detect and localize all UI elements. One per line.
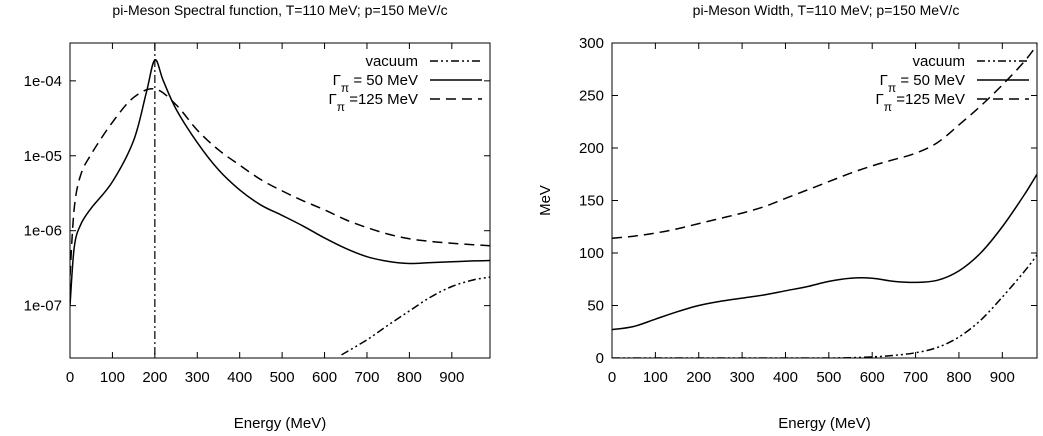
chart-panel-2: pi-Meson Width, T=110 MeV; p=150 MeV/c 0 1… bbox=[537, 2, 1038, 432]
x-tick-label: 400 bbox=[773, 369, 798, 386]
x-tick-label: 900 bbox=[439, 369, 464, 386]
plot-area bbox=[612, 44, 1037, 358]
x-tick-label: 200 bbox=[686, 369, 711, 386]
legend-symbol: Γ bbox=[875, 91, 883, 108]
y-axis-label: MeV bbox=[537, 185, 554, 216]
x-axis-label: Energy (MeV) bbox=[234, 415, 327, 432]
x-tick-label: 800 bbox=[397, 369, 422, 386]
y-tick-label: 1e-07 bbox=[24, 298, 62, 315]
y-tick-label: 1e-04 bbox=[24, 73, 62, 90]
x-tick-label: 100 bbox=[643, 369, 668, 386]
legend-symbol: Γ bbox=[880, 72, 888, 89]
series-line-solid bbox=[70, 59, 490, 306]
y-tick-label: 1e-05 bbox=[24, 148, 62, 165]
legend-text: = 50 MeV bbox=[349, 72, 418, 89]
legend-text: vacuum bbox=[365, 53, 418, 70]
y-tick-label: 50 bbox=[587, 298, 604, 315]
x-tick-label: 200 bbox=[142, 369, 167, 386]
y-tick-label: 0 bbox=[596, 350, 604, 367]
x-tick-label: 300 bbox=[730, 369, 755, 386]
legend-label: vacuum bbox=[365, 53, 418, 70]
legend-symbol: Γ bbox=[328, 91, 336, 108]
y-tick-label: 150 bbox=[579, 193, 604, 210]
y-tick-label: 100 bbox=[579, 245, 604, 262]
plot-frame bbox=[69, 42, 491, 359]
x-tick-label: 700 bbox=[903, 369, 928, 386]
x-tick-label: 500 bbox=[270, 369, 295, 386]
series-line-solid bbox=[612, 173, 1037, 331]
series-line-dashed bbox=[70, 87, 490, 276]
plot-frame bbox=[611, 42, 1038, 359]
series-line-dash-dot-dot bbox=[612, 254, 1037, 358]
legend-subscript: π bbox=[888, 81, 896, 95]
legend-text: = 50 MeV bbox=[896, 72, 965, 89]
legend-label: Γπ =125 MeV bbox=[328, 91, 418, 114]
legend-text: vacuum bbox=[912, 53, 965, 70]
legend-text: =125 MeV bbox=[345, 91, 418, 108]
x-tick-label: 700 bbox=[354, 369, 379, 386]
chart-panel-1: pi-Meson Spectral function, T=110 MeV; p… bbox=[24, 2, 491, 432]
legend-subscript: π bbox=[884, 100, 892, 114]
chart-title: pi-Meson Spectral function, T=110 MeV; p… bbox=[112, 2, 447, 18]
y-tick-label: 200 bbox=[579, 140, 604, 157]
legend-subscript: π bbox=[337, 100, 345, 114]
series-line-dashed bbox=[612, 44, 1037, 240]
x-tick-label: 100 bbox=[100, 369, 125, 386]
x-tick-label: 300 bbox=[185, 369, 210, 386]
legend-subscript: π bbox=[341, 81, 349, 95]
x-tick-label: 0 bbox=[608, 369, 616, 386]
x-tick-label: 900 bbox=[990, 369, 1015, 386]
x-tick-label: 500 bbox=[816, 369, 841, 386]
x-axis-label: Energy (MeV) bbox=[778, 415, 871, 432]
x-tick-label: 800 bbox=[946, 369, 971, 386]
chart-title: pi-Meson Width, T=110 MeV; p=150 MeV/c bbox=[693, 2, 960, 18]
legend-symbol: Γ bbox=[333, 72, 341, 89]
y-tick-label: 300 bbox=[579, 35, 604, 52]
legend-label: Γπ = 50 MeV bbox=[333, 72, 418, 95]
legend-label: vacuum bbox=[912, 53, 965, 70]
series-line-dash-dot-dot bbox=[341, 276, 490, 356]
legend-text: =125 MeV bbox=[892, 91, 965, 108]
legend-label: Γπ =125 MeV bbox=[875, 91, 965, 114]
x-tick-label: 600 bbox=[312, 369, 337, 386]
legend-label: Γπ = 50 MeV bbox=[880, 72, 965, 95]
y-tick-label: 250 bbox=[579, 88, 604, 105]
x-tick-label: 600 bbox=[860, 369, 885, 386]
x-tick-label: 0 bbox=[66, 369, 74, 386]
y-tick-label: 1e-06 bbox=[24, 223, 62, 240]
x-tick-label: 400 bbox=[227, 369, 252, 386]
plot-area bbox=[70, 43, 490, 358]
